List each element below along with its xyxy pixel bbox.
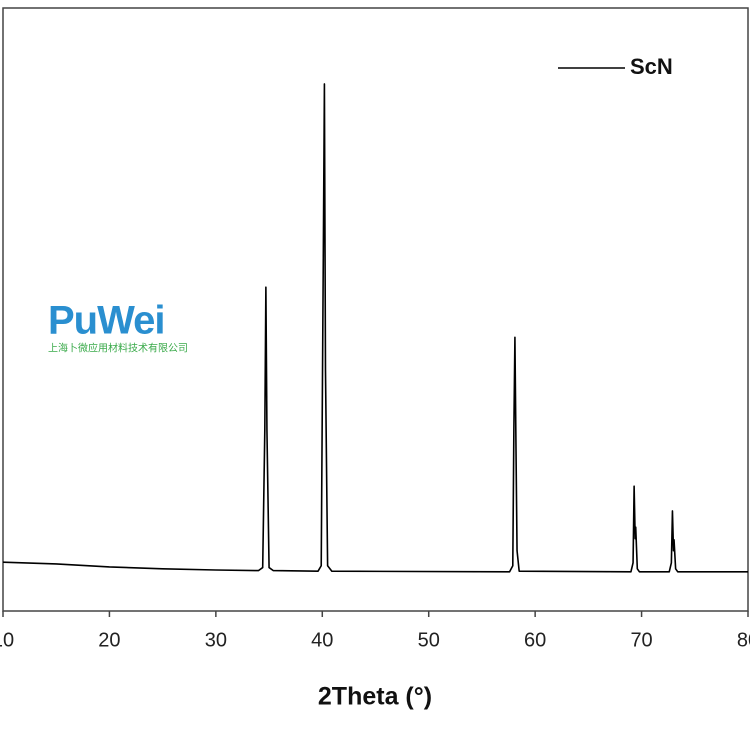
x-tick-label: 60 (524, 629, 546, 651)
data-line (2, 83, 748, 573)
x-tick-label: 30 (205, 629, 227, 651)
x-tick-label: 50 (418, 629, 440, 651)
watermark-text: 上海卜微应用材料技术有限公司 (48, 342, 188, 355)
x-tick-label: 20 (98, 629, 120, 651)
x-tick-label: 80 (737, 629, 750, 651)
x-tick-label: 40 (311, 629, 333, 651)
plot-frame (2, 7, 749, 612)
x-tick-label: 70 (630, 629, 652, 651)
watermark-logo: PuWei (48, 299, 165, 343)
legend-label: ScN (630, 54, 673, 79)
x-axis-title: 2Theta (°) (318, 683, 432, 711)
x-tick-label: 10 (0, 629, 14, 651)
